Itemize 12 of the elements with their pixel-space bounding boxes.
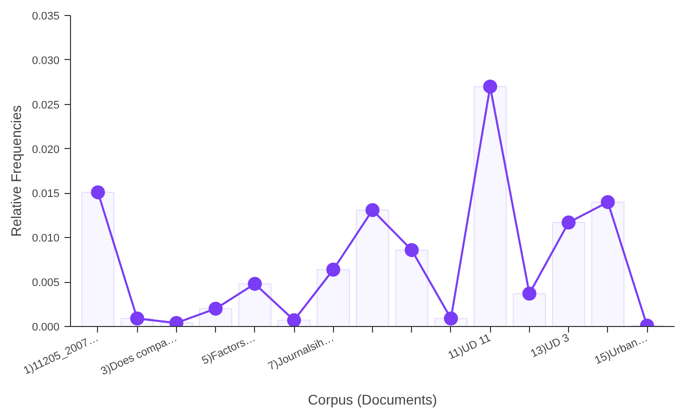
y-tick-label: 0.010 <box>32 232 60 245</box>
x-tick-label: 11)UD 11 <box>446 332 493 362</box>
y-tick-label: 0.000 <box>32 322 60 334</box>
y-tick-label: 0.015 <box>32 188 60 200</box>
y-tick-label: 0.020 <box>32 144 60 156</box>
y-tick-label: 0.005 <box>32 277 60 290</box>
x-axis-title: Corpus (Documents) <box>308 391 438 408</box>
y-tick-label: 0.025 <box>32 99 60 112</box>
y-tick-label: 0.030 <box>32 54 60 67</box>
y-axis-title: Relative Frequencies <box>8 105 24 237</box>
y-tick-label: 0.035 <box>32 10 60 22</box>
x-tick-label: 13)UD 3 <box>528 332 572 360</box>
